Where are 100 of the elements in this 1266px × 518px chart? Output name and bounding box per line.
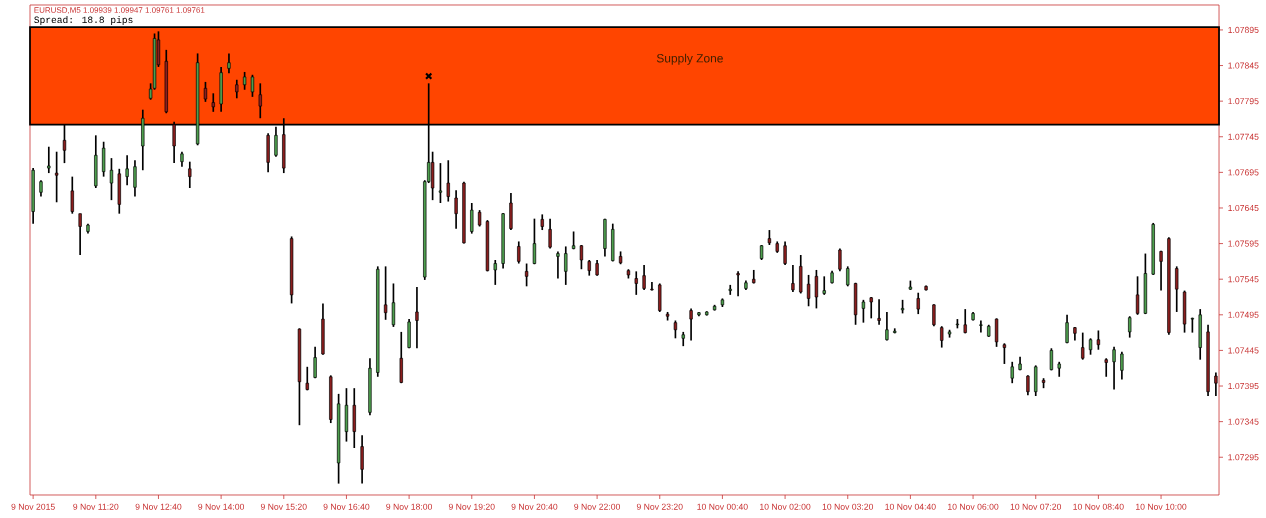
candlestick: [994, 317, 999, 348]
candlestick: [1065, 313, 1069, 345]
candlestick: [470, 202, 474, 235]
y-tick-label: 1.07595: [1228, 240, 1259, 247]
candlestick: [1026, 374, 1030, 397]
x-tick-label: 10 Nov 04:40: [885, 503, 936, 510]
candlestick: [564, 245, 568, 286]
candlestick: [861, 299, 866, 324]
x-tick-label: 9 Nov 15:20: [260, 503, 307, 510]
y-tick-label: 1.07695: [1228, 169, 1259, 176]
y-tick-label: 1.07645: [1228, 204, 1259, 212]
annotation: Spread: 18.8 pips: [34, 16, 133, 25]
x-tick-label: 10 Nov 08:40: [1073, 503, 1124, 510]
y-tick-label: 1.07545: [1228, 276, 1259, 283]
x-tick-label: 9 Nov 18:00: [386, 503, 433, 510]
y-tick-label: 1.07795: [1228, 98, 1259, 105]
candlestick: [250, 73, 255, 98]
x-tick-label: 10 Nov 02:00: [760, 503, 811, 510]
candlestick: [446, 159, 450, 203]
candlestick: [125, 154, 129, 187]
x-tick-label: 9 Nov 11:20: [73, 503, 119, 510]
x-tick-label: 9 Nov 20:40: [511, 503, 558, 510]
candlestick: [258, 82, 262, 120]
candlestick: [391, 282, 396, 328]
candlestick: [517, 240, 521, 265]
y-tick-label: 1.07895: [1228, 26, 1259, 33]
candlestick: [728, 284, 732, 296]
y-tick-label: 1.07345: [1228, 418, 1259, 425]
candlestick: [979, 319, 983, 334]
candlestick: [634, 270, 638, 296]
x-tick-label: 10 Nov 07:20: [1010, 503, 1062, 510]
candlestick: [1120, 351, 1124, 381]
candlestick: [54, 150, 59, 204]
candlestick: [1128, 315, 1132, 339]
y-tick-label: 1.07845: [1228, 62, 1259, 69]
candlestick: [188, 160, 192, 189]
candlestick: [650, 281, 654, 292]
candlestick: [806, 274, 811, 308]
y-tick-label: 1.07445: [1228, 347, 1259, 354]
candlestick: [869, 296, 873, 320]
candlestick: [932, 303, 936, 328]
candlestick: [227, 52, 231, 75]
candlestick: [313, 346, 317, 380]
y-tick-label: 1.07295: [1228, 454, 1259, 461]
candlestick: [532, 217, 537, 266]
candlestick: [493, 259, 497, 286]
candlestick: [70, 175, 74, 215]
x-tick-label: 10 Nov 06:00: [948, 503, 999, 510]
candlestick: [133, 159, 137, 198]
candlestick: [1175, 265, 1179, 313]
candlestick: [642, 264, 646, 291]
candlestick: [1135, 275, 1140, 316]
candlestick: [235, 78, 239, 100]
candlestick: [101, 140, 106, 178]
candlestick: [211, 92, 215, 113]
candlestick: [360, 434, 364, 485]
candlestick: [203, 81, 208, 103]
x-tick-label: 9 Nov 14:00: [198, 503, 245, 510]
candlestick: [1010, 360, 1014, 385]
candlestick: [1159, 249, 1163, 292]
candlestick: [877, 298, 881, 326]
candlestick: [1104, 357, 1108, 378]
candlestick: [109, 157, 114, 201]
candlestick: [579, 244, 584, 271]
x-tick-label: 9 Nov 22:00: [574, 503, 621, 510]
band-label: Supply Zone: [656, 53, 723, 65]
candlestick: [963, 308, 967, 335]
candlestick: [736, 270, 740, 298]
candlestick: [1214, 371, 1218, 397]
candlestick: [438, 162, 443, 204]
candlestick: [940, 325, 944, 349]
x-tick-label: 9 Nov 23:20: [636, 503, 683, 510]
candlestick: [548, 217, 552, 250]
candlestick: [783, 240, 787, 266]
candlestick: [1112, 346, 1116, 391]
candlestick: [1002, 342, 1007, 365]
candlestick: [885, 311, 889, 342]
candlestick: [1096, 329, 1101, 351]
x-tick-label: 9 Nov 2015: [11, 503, 55, 510]
candlestick: [556, 250, 560, 280]
candlestick: [916, 291, 920, 315]
x-tick-label: 10 Nov 10:00: [1136, 503, 1187, 510]
y-tick-label: 1.07745: [1228, 133, 1259, 140]
x-tick-label: 9 Nov 12:40: [135, 503, 182, 510]
candlestick: [78, 212, 82, 256]
candlestick: [791, 264, 795, 293]
x-tick-label: 9 Nov 16:40: [323, 503, 370, 510]
x-tick-label: 9 Nov 19:20: [448, 503, 495, 510]
candlestick: [383, 265, 388, 321]
candlestick: [1081, 331, 1085, 361]
x-tick-label: 10 Nov 03:20: [822, 503, 874, 510]
x-tick-label: 10 Nov 00:40: [697, 503, 748, 510]
candlestick: [454, 189, 458, 230]
candlestick: [822, 275, 826, 296]
y-tick-label: 1.07495: [1228, 311, 1259, 318]
candlestick: [524, 262, 529, 288]
candlestick: [415, 286, 419, 350]
candlestick: [47, 145, 51, 174]
y-tick-label: 1.07395: [1228, 382, 1259, 390]
candlestick: [814, 269, 819, 310]
